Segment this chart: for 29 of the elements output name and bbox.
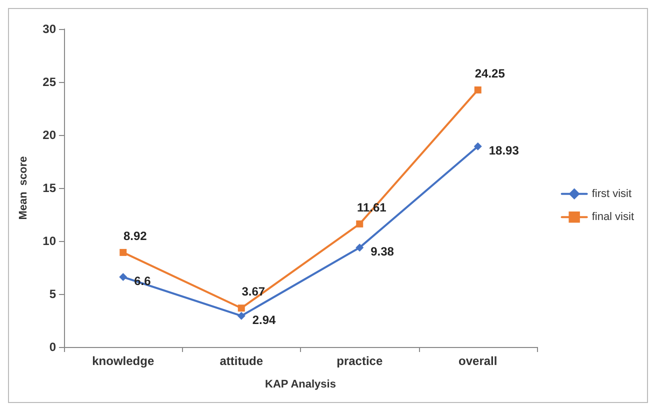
point — [119, 273, 128, 282]
legend-label: first visit — [592, 188, 632, 200]
point — [120, 248, 127, 256]
y-tick-label: 20 — [42, 128, 56, 142]
y-tick-label: 5 — [49, 287, 56, 301]
y-tick-label: 25 — [42, 75, 56, 89]
data-label: 2.94 — [252, 312, 276, 327]
point — [238, 304, 245, 312]
y-tick-label: 30 — [42, 22, 56, 36]
y-tick-label: 0 — [49, 340, 56, 354]
y-axis-title: Mean score — [18, 156, 30, 220]
point — [474, 86, 482, 94]
data-label: 24.25 — [474, 66, 506, 80]
data-label: 9.38 — [370, 244, 394, 259]
x-tick-label: attitude — [220, 354, 264, 368]
point — [356, 244, 364, 252]
x-axis-title: KAP Analysis — [265, 378, 336, 390]
y-tick-label: 15 — [42, 181, 56, 195]
data-label: 8.92 — [123, 228, 148, 243]
y-tick-label: 10 — [42, 234, 56, 248]
point — [474, 142, 482, 150]
x-tick-label: practice — [336, 354, 383, 368]
x-tick-label: overall — [458, 354, 498, 368]
point — [237, 312, 246, 320]
legend-label: final visit — [592, 211, 634, 224]
data-label: 18.93 — [488, 143, 520, 158]
data-label: 3.67 — [242, 284, 266, 299]
point — [356, 220, 364, 228]
x-tick-label: knowledge — [92, 354, 154, 368]
